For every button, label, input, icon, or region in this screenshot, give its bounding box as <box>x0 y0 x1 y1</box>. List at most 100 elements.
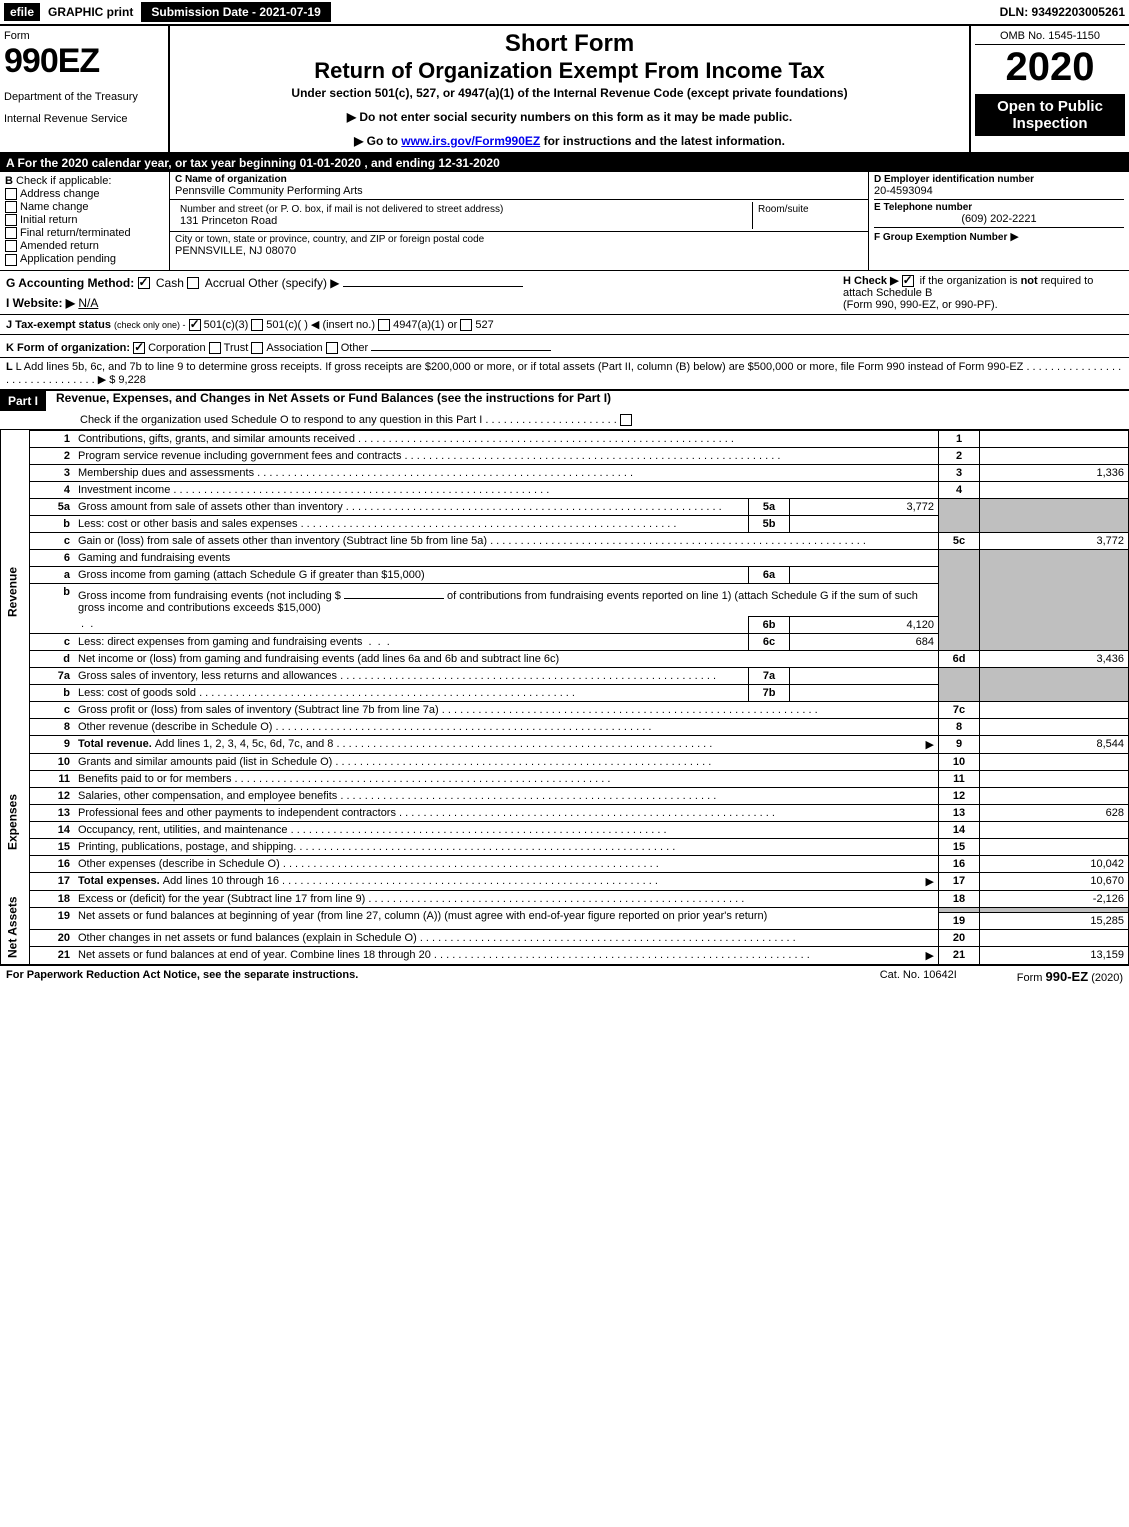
checkbox-trust[interactable] <box>209 342 221 354</box>
opt-final-return: Final return/terminated <box>20 227 131 239</box>
org-name-label: C Name of organization <box>175 174 863 185</box>
ln6a-subval <box>790 566 939 583</box>
side-revenue: Revenue <box>1 430 30 753</box>
dept-treasury: Department of the Treasury <box>4 91 164 103</box>
notice2-prefix: Go to <box>367 134 402 148</box>
ln16-desc: Other expenses (describe in Schedule O) <box>78 858 934 870</box>
h-text3: (Form 990, 990-EZ, or 990-PF). <box>843 299 998 311</box>
ln1-desc: Contributions, gifts, grants, and simila… <box>78 433 934 445</box>
header-left: Form 990EZ Department of the Treasury In… <box>0 26 170 152</box>
ln11-desc: Benefits paid to or for members <box>78 773 934 785</box>
opt-association: Association <box>266 342 322 354</box>
checkbox-501c[interactable] <box>251 319 263 331</box>
ln15-no: 15 <box>30 838 75 855</box>
part1-table: Revenue 1 Contributions, gifts, grants, … <box>0 430 1129 965</box>
footer: For Paperwork Reduction Act Notice, see … <box>0 965 1129 987</box>
checkbox-other-org[interactable] <box>326 342 338 354</box>
ln14-desc: Occupancy, rent, utilities, and maintena… <box>78 824 934 836</box>
form-header: Form 990EZ Department of the Treasury In… <box>0 26 1129 154</box>
short-form-title: Short Form <box>178 30 961 58</box>
irs-link[interactable]: www.irs.gov/Form990EZ <box>401 134 540 148</box>
ln15-val <box>980 838 1129 855</box>
checkbox-accrual[interactable] <box>187 277 199 289</box>
form-word: Form <box>4 30 164 42</box>
ln8-desc: Other revenue (describe in Schedule O) <box>78 721 934 733</box>
ln7c-desc: Gross profit or (loss) from sales of inv… <box>78 704 934 716</box>
omb-number: OMB No. 1545-1150 <box>975 30 1125 45</box>
checkbox-527[interactable] <box>460 319 472 331</box>
ln6d-desc: Net income or (loss) from gaming and fun… <box>74 650 939 667</box>
ln5b-sub: 5b <box>749 515 790 532</box>
checkbox-final-return[interactable] <box>5 227 17 239</box>
ln2-col: 2 <box>939 447 980 464</box>
checkbox-name-change[interactable] <box>5 201 17 213</box>
ln18-desc: Excess or (deficit) for the year (Subtra… <box>78 893 934 905</box>
ln4-col: 4 <box>939 481 980 498</box>
part1-title: Revenue, Expenses, and Changes in Net As… <box>46 391 611 405</box>
shade-5ab <box>939 498 980 532</box>
col-c: C Name of organization Pennsville Commun… <box>170 172 869 270</box>
part1-label: Part I <box>0 391 46 411</box>
other-org-field[interactable] <box>371 338 551 351</box>
checkbox-address-change[interactable] <box>5 188 17 200</box>
checkbox-amended-return[interactable] <box>5 240 17 252</box>
under-section: Under section 501(c), 527, or 4947(a)(1)… <box>178 86 961 100</box>
checkbox-h[interactable] <box>902 275 914 287</box>
ln16-no: 16 <box>30 855 75 872</box>
checkbox-initial-return[interactable] <box>5 214 17 226</box>
part1-row: Part I Revenue, Expenses, and Changes in… <box>0 390 1129 411</box>
h-not: not <box>1021 275 1038 287</box>
graphic-print-label[interactable]: GRAPHIC print <box>48 5 133 19</box>
checkbox-cash[interactable] <box>138 277 150 289</box>
paperwork-notice: For Paperwork Reduction Act Notice, see … <box>6 969 358 984</box>
opt-name-change: Name change <box>20 201 89 213</box>
part1-check: Check if the organization used Schedule … <box>0 411 1129 430</box>
org-name: Pennsville Community Performing Arts <box>175 185 863 197</box>
ln17-val: 10,670 <box>980 872 1129 890</box>
ln7b-subval <box>790 684 939 701</box>
ln15-col: 15 <box>939 838 980 855</box>
checkbox-corporation[interactable] <box>133 342 145 354</box>
ln10-desc: Grants and similar amounts paid (list in… <box>78 756 934 768</box>
g-label: G Accounting Method: <box>6 276 134 290</box>
checkbox-501c3[interactable] <box>189 319 201 331</box>
ln6c-no: c <box>30 633 75 650</box>
ln6b-field[interactable] <box>344 586 444 599</box>
opt-insert-no: ◀ (insert no.) <box>311 319 375 331</box>
other-specify-field[interactable] <box>343 274 523 287</box>
open-public-badge: Open to Public Inspection <box>975 94 1125 136</box>
ln11-col: 11 <box>939 770 980 787</box>
ln20-val <box>980 929 1129 946</box>
ln9-val: 8,544 <box>980 735 1129 753</box>
checkbox-association[interactable] <box>251 342 263 354</box>
l-value: 9,228 <box>118 374 146 386</box>
ln6a-no: a <box>30 566 75 583</box>
checkbox-4947[interactable] <box>378 319 390 331</box>
phone-label: E Telephone number <box>874 202 1124 213</box>
ln7c-col: 7c <box>939 701 980 718</box>
ln4-no: 4 <box>30 481 75 498</box>
l-line: L L Add lines 5b, 6c, and 7b to line 9 t… <box>0 358 1129 390</box>
opt-corporation: Corporation <box>148 342 205 354</box>
ln16-val: 10,042 <box>980 855 1129 872</box>
notice-ssn: Do not enter social security numbers on … <box>178 110 961 124</box>
ein-label: D Employer identification number <box>874 174 1124 185</box>
ln1-col: 1 <box>939 430 980 447</box>
efile-badge: efile <box>4 3 40 21</box>
opt-trust: Trust <box>224 342 249 354</box>
ln2-val <box>980 447 1129 464</box>
header-center: Short Form Return of Organization Exempt… <box>170 26 969 152</box>
h-prefix: H Check ▶ <box>843 275 899 287</box>
top-bar: efile GRAPHIC print Submission Date - 20… <box>0 0 1129 26</box>
b-label: B <box>5 175 13 187</box>
checkbox-application-pending[interactable] <box>5 254 17 266</box>
ln19-no: 19 <box>30 907 75 929</box>
group-exemption-arrow: ▶ <box>1010 231 1018 243</box>
ln5a-desc: Gross amount from sale of assets other t… <box>78 501 744 513</box>
ln7b-desc: Less: cost of goods sold <box>78 687 744 699</box>
shade-6 <box>939 549 980 650</box>
checkbox-schedule-o[interactable] <box>620 414 632 426</box>
ln19-desc: Net assets or fund balances at beginning… <box>74 907 939 929</box>
ln21-no: 21 <box>30 946 75 964</box>
k-line: K Form of organization: Corporation Trus… <box>0 335 1129 358</box>
